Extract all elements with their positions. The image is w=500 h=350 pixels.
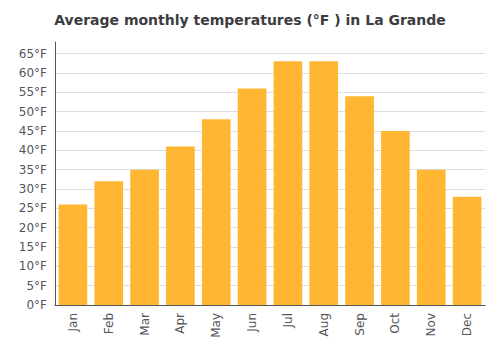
svg-text:Sep: Sep	[353, 313, 367, 336]
svg-text:60°F: 60°F	[19, 66, 47, 80]
svg-text:30°F: 30°F	[19, 182, 47, 196]
svg-text:Jun: Jun	[245, 313, 259, 333]
svg-text:Average monthly temperatures (: Average monthly temperatures (°F ) in La…	[54, 12, 446, 28]
svg-text:25°F: 25°F	[19, 201, 47, 215]
svg-text:Jul: Jul	[281, 313, 295, 328]
svg-text:10°F: 10°F	[19, 259, 47, 273]
svg-text:May: May	[209, 313, 223, 338]
svg-text:15°F: 15°F	[19, 240, 47, 254]
svg-text:20°F: 20°F	[19, 221, 47, 235]
svg-text:35°F: 35°F	[19, 163, 47, 177]
svg-text:Aug: Aug	[317, 313, 331, 336]
svg-text:Oct: Oct	[388, 313, 402, 334]
svg-text:Nov: Nov	[424, 313, 438, 336]
svg-text:Feb: Feb	[102, 313, 116, 334]
svg-text:50°F: 50°F	[19, 105, 47, 119]
svg-text:Jan: Jan	[66, 313, 80, 333]
svg-text:40°F: 40°F	[19, 143, 47, 157]
svg-text:45°F: 45°F	[19, 124, 47, 138]
svg-text:Apr: Apr	[173, 313, 187, 334]
svg-text:5°F: 5°F	[26, 279, 47, 293]
svg-text:65°F: 65°F	[19, 47, 47, 61]
svg-text:Dec: Dec	[460, 313, 474, 336]
svg-text:55°F: 55°F	[19, 85, 47, 99]
svg-text:Mar: Mar	[138, 313, 152, 336]
svg-text:0°F: 0°F	[26, 298, 47, 312]
